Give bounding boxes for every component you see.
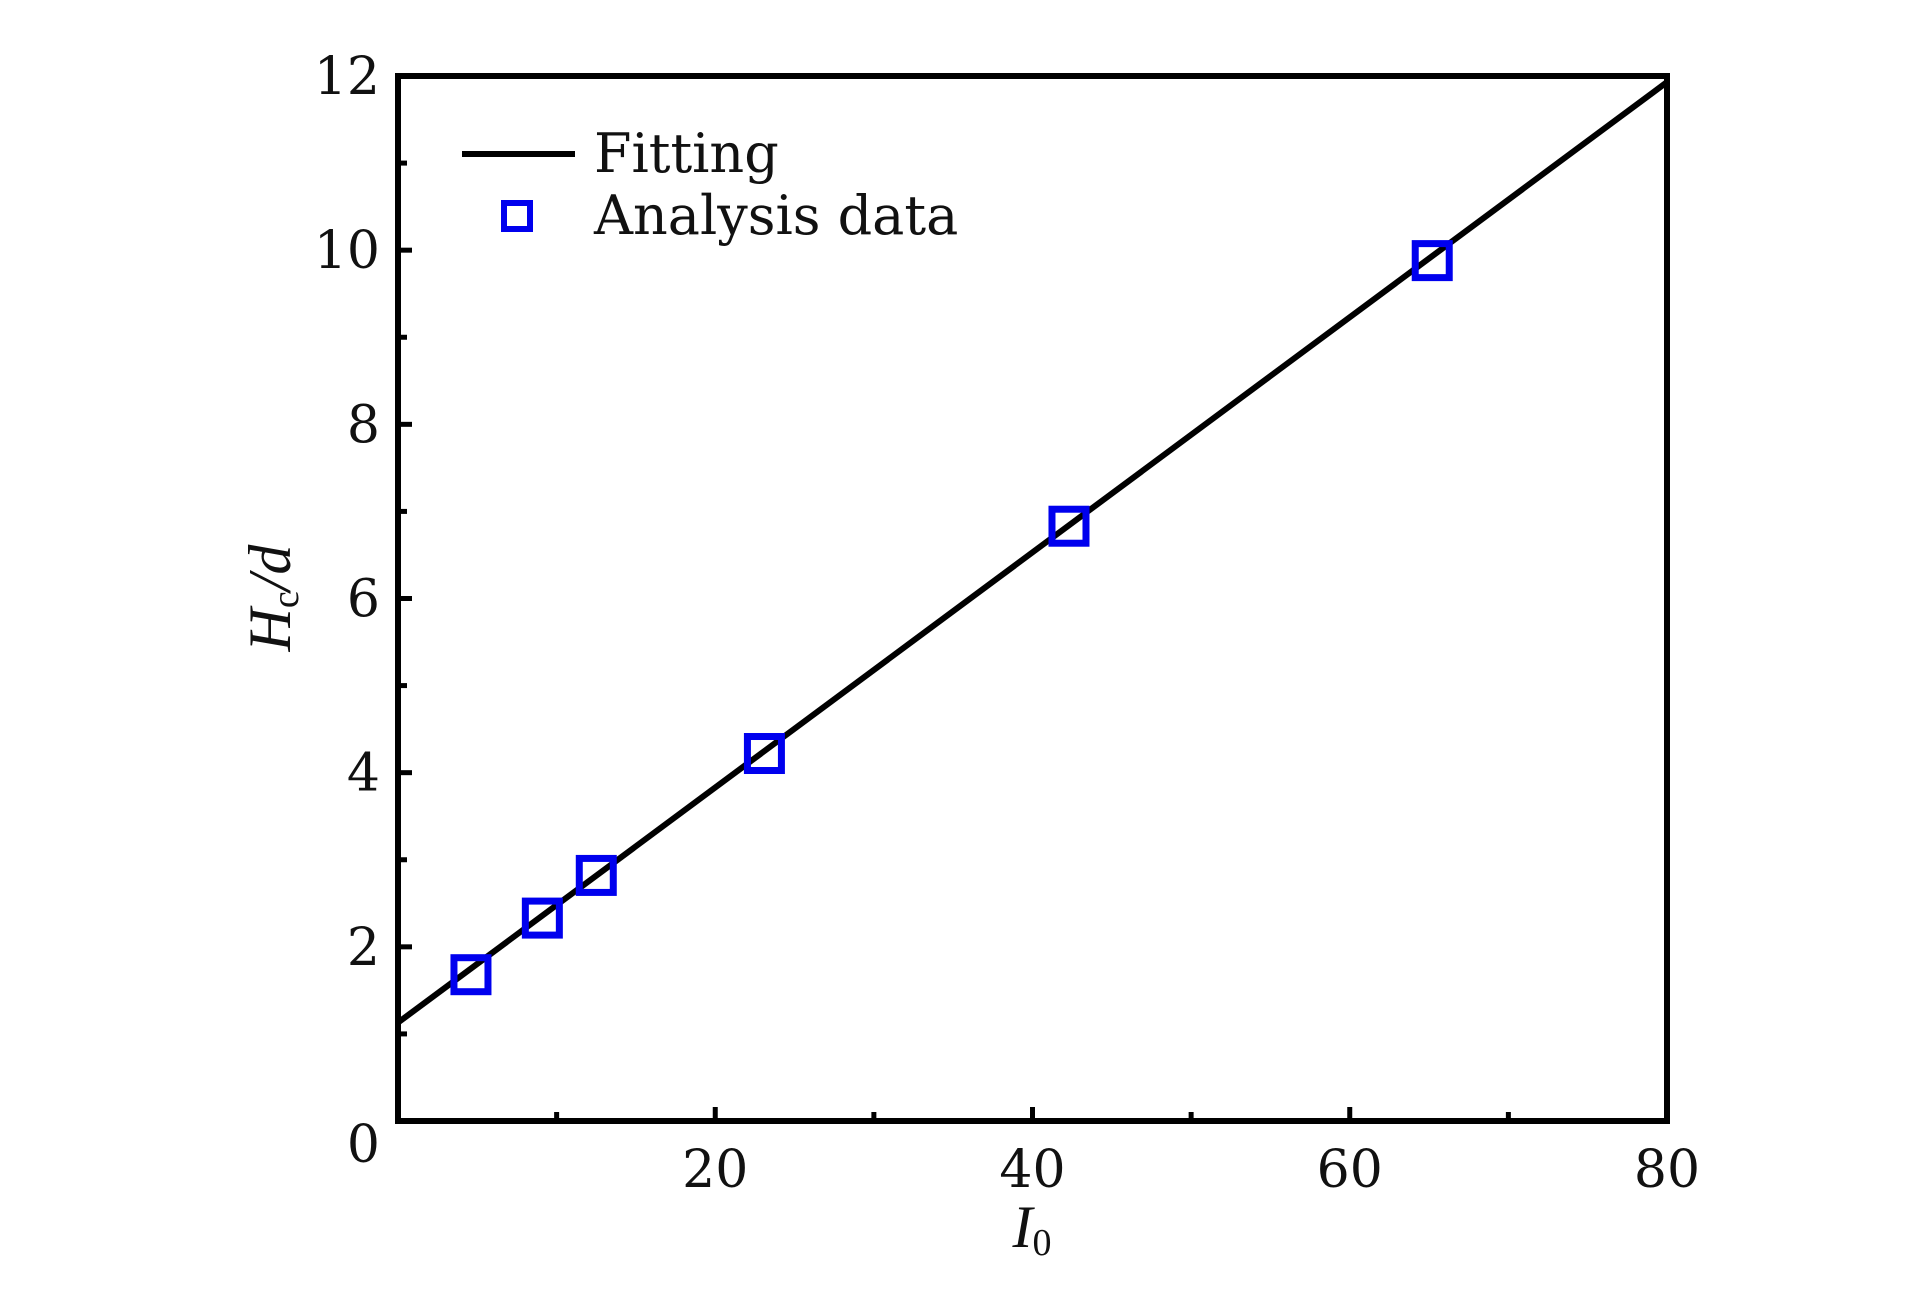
- analysis-data-point-2: [521, 897, 563, 939]
- x-axis-title-sub: 0: [1032, 1222, 1051, 1264]
- legend-label-analysis: Analysis data: [593, 184, 958, 247]
- y-tick-label-4: 4: [347, 744, 380, 804]
- y-tick-label-10: 10: [314, 221, 380, 281]
- analysis-data-point-1: [450, 954, 492, 996]
- y-tick-label-8: 8: [347, 395, 380, 455]
- legend-square-swatch: [501, 200, 533, 232]
- legend: Fitting Analysis data: [462, 122, 958, 247]
- x-tick-label-20: 20: [682, 1140, 748, 1200]
- y-axis-title-rest: /d: [237, 544, 303, 595]
- analysis-data-point-5: [1048, 505, 1090, 547]
- analysis-data-point-3: [575, 854, 617, 896]
- x-axis-title-main: I: [1012, 1194, 1036, 1260]
- axis-ticks: [398, 160, 1511, 1121]
- x-tick-label-60: 60: [1317, 1140, 1383, 1200]
- tick-labels: 20 40 60 80 0 2 4 6 8 10 12: [314, 47, 1700, 1200]
- analysis-data-point-6: [1411, 240, 1453, 282]
- y-tick-label-2: 2: [347, 918, 380, 978]
- y-axis-title-sub: c: [265, 591, 307, 608]
- x-axis-title: I0: [1012, 1194, 1052, 1264]
- plot-frame: [395, 73, 1670, 1124]
- y-tick-label-12: 12: [314, 47, 380, 107]
- y-axis-title-main: H: [237, 604, 303, 652]
- fitting-line: [396, 79, 1669, 1026]
- x-tick-label-80: 80: [1634, 1140, 1700, 1200]
- x-tick-label-40: 40: [999, 1140, 1065, 1200]
- y-tick-label-6: 6: [347, 570, 380, 630]
- analysis-data-point-4: [743, 733, 785, 775]
- y-tick-label-0: 0: [347, 1115, 380, 1175]
- plot-marks: [396, 79, 1669, 1026]
- y-axis-title: Hc/d: [237, 544, 307, 653]
- legend-label-fitting: Fitting: [594, 122, 779, 185]
